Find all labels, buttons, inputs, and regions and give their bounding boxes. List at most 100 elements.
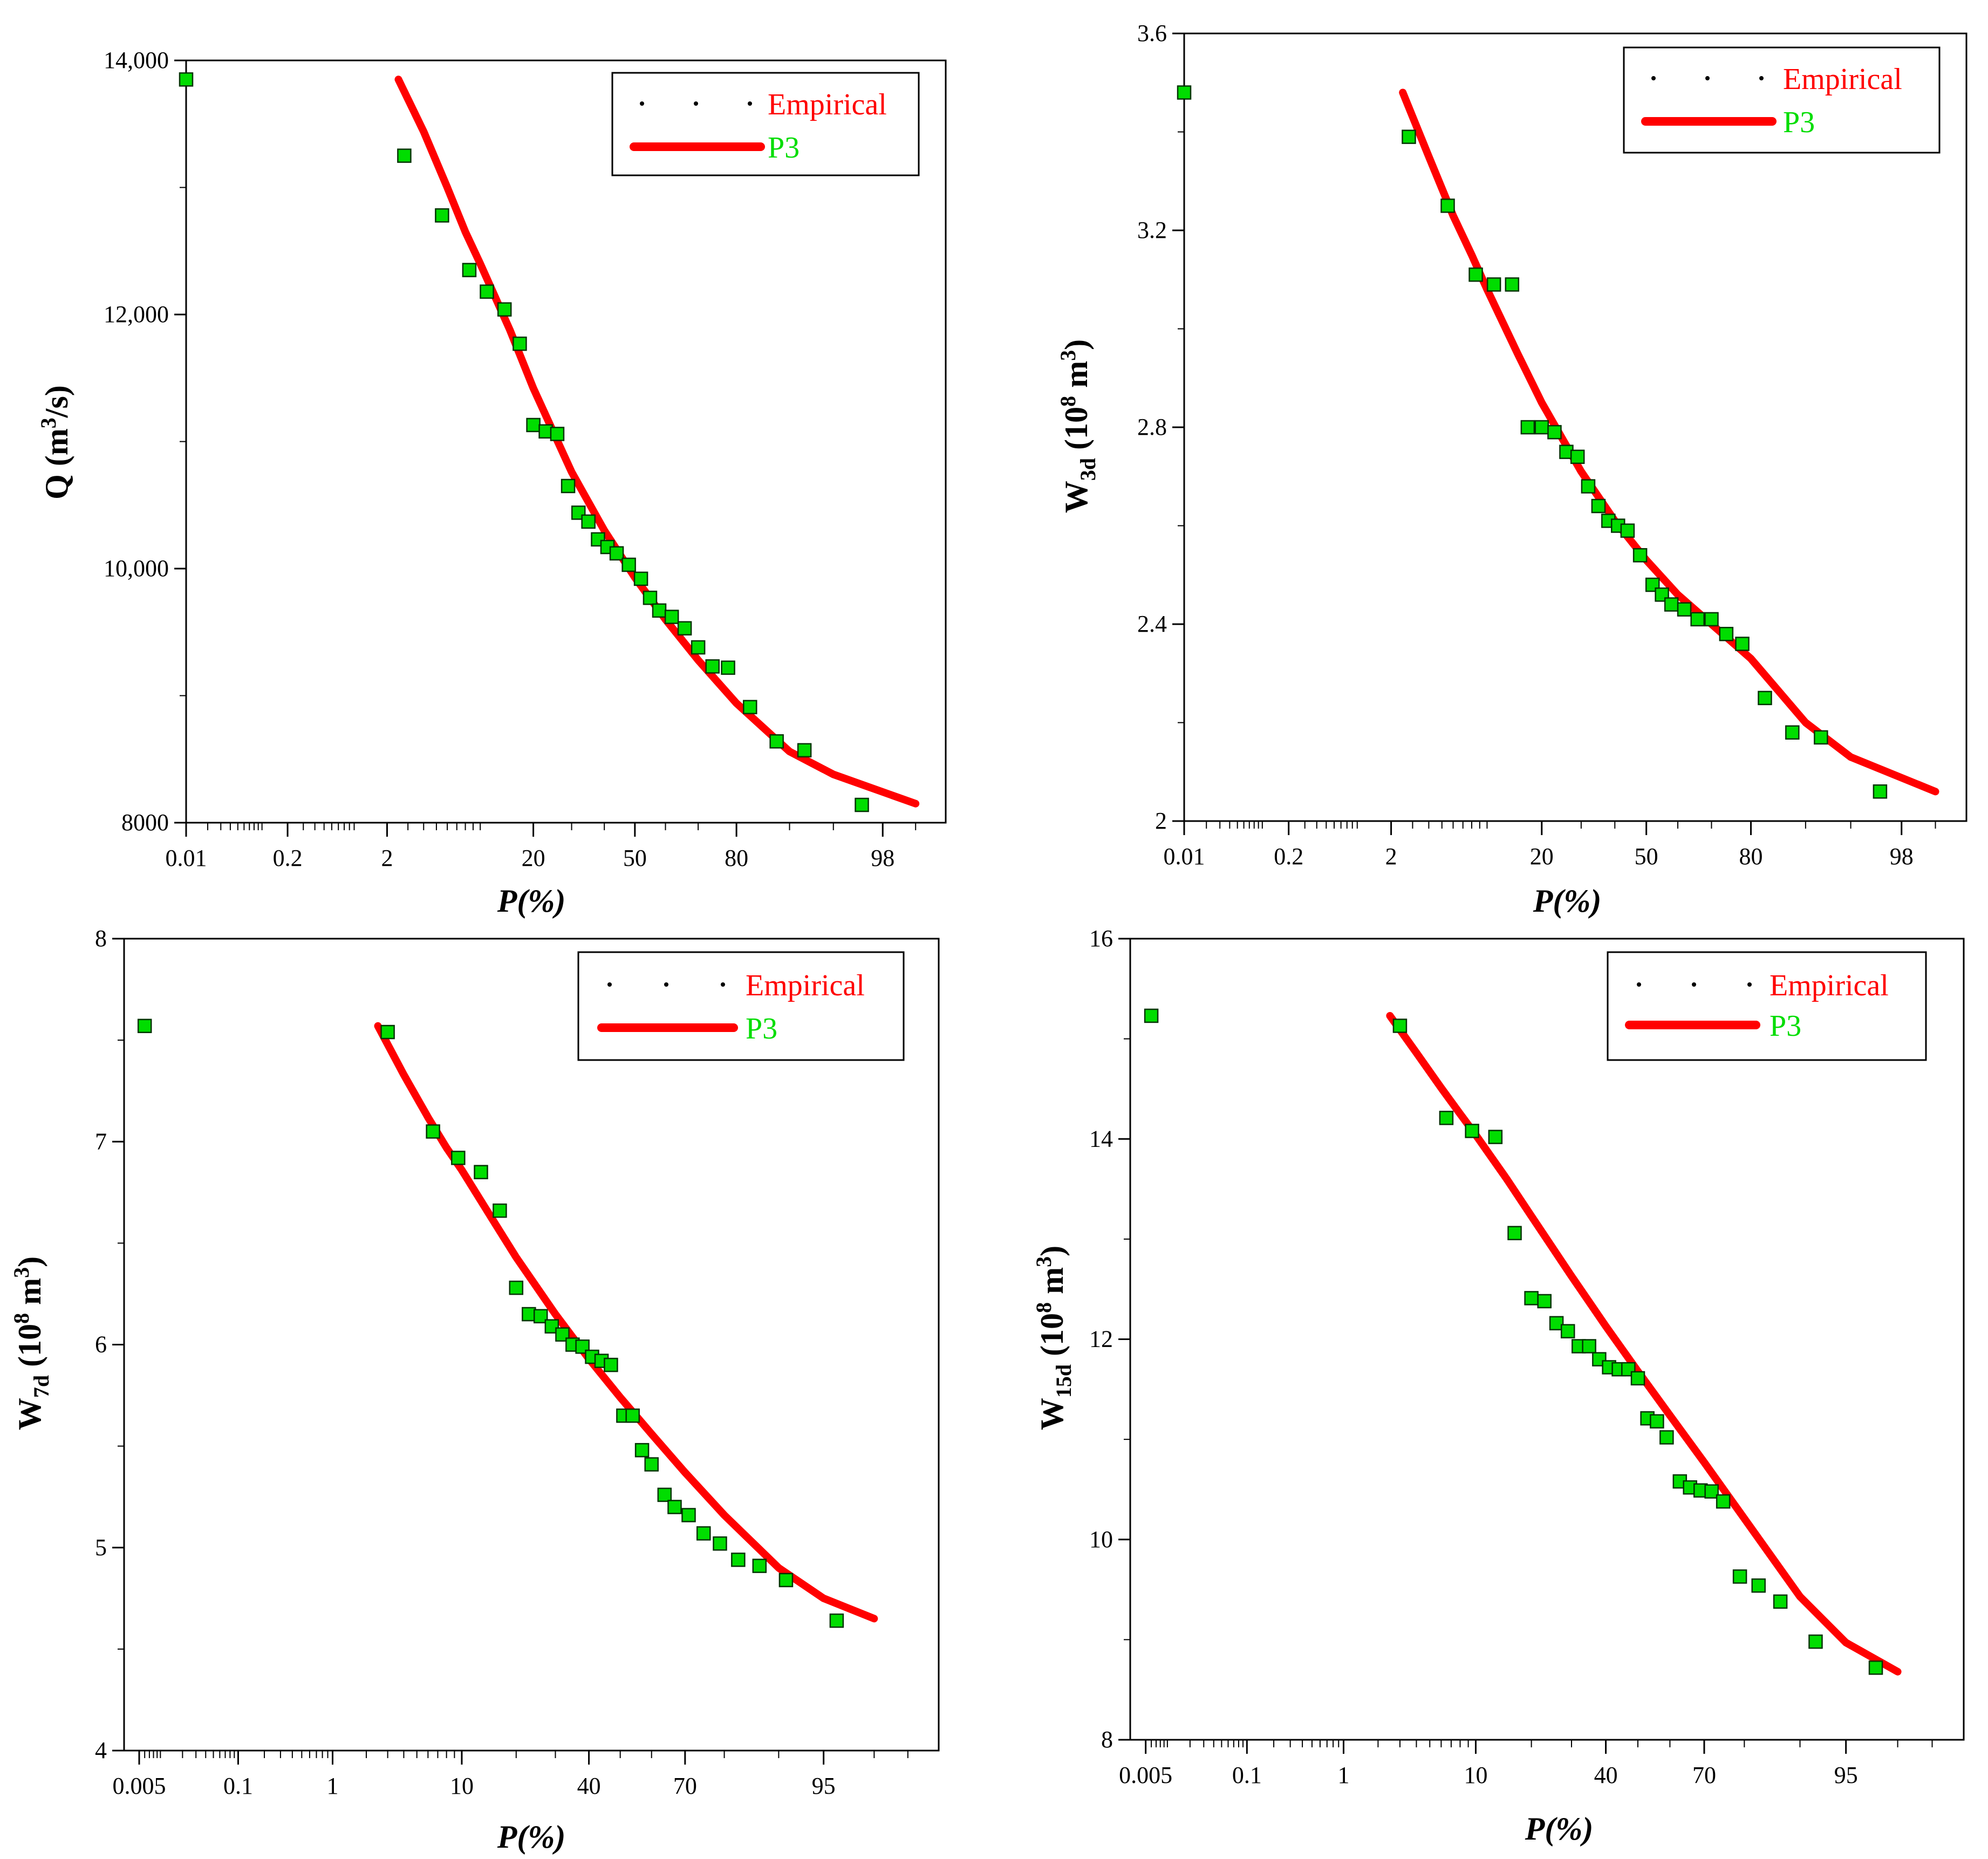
empirical-point: [633, 571, 648, 586]
x-axis-title: P(%): [1533, 883, 1602, 919]
legend-marker-dot: [1705, 76, 1710, 80]
empirical-point: [1534, 420, 1549, 435]
empirical-point: [705, 659, 720, 674]
empirical-point: [1719, 627, 1734, 641]
y-tick-label: 10: [1089, 1526, 1113, 1553]
empirical-point: [1773, 1594, 1788, 1609]
x-tick-label: 80: [1739, 843, 1763, 870]
empirical-point: [829, 1613, 844, 1628]
empirical-point: [667, 1500, 682, 1514]
empirical-point: [538, 424, 553, 439]
empirical-point: [1488, 1130, 1503, 1144]
empirical-point: [604, 1357, 618, 1372]
legend-marker-dot: [640, 101, 644, 106]
x-tick-label: 80: [725, 845, 748, 871]
empirical-point: [1814, 730, 1828, 745]
x-tick-label: 1: [327, 1773, 339, 1799]
y-tick-label: 3.6: [1137, 20, 1167, 46]
chart-panel-w15d: 0.005 0.1 1 10 40 70 95 8 10 12 14 16 P(%) W15d (10…: [1031, 925, 1965, 1847]
empirical-point: [1751, 1578, 1766, 1593]
empirical-point: [435, 208, 449, 223]
chart-panel-q: 0.01 0.2 2 20 50 80 98 8000 10,000 12,000 14,000 P…: [36, 47, 947, 919]
legend-marker-dot: [1651, 76, 1656, 80]
x-tick-label: 0.005: [113, 1773, 166, 1799]
empirical-point: [1808, 1634, 1823, 1649]
empirical-point: [743, 700, 757, 714]
legend-marker-dot: [1692, 982, 1696, 987]
empirical-point: [1632, 548, 1648, 563]
empirical-point: [1520, 420, 1535, 435]
empirical-point: [797, 743, 812, 758]
y-axis-title: W7d (108 m3): [9, 1256, 53, 1430]
empirical-point: [625, 1408, 640, 1423]
y-tick-label: 4: [95, 1737, 107, 1764]
empirical-point: [1581, 479, 1596, 494]
empirical-point: [1704, 612, 1719, 627]
x-tick-label: 0.01: [166, 845, 207, 871]
empirical-point: [696, 1526, 711, 1541]
empirical-point: [643, 590, 658, 605]
legend-label-empirical: Empirical: [768, 88, 887, 121]
empirical-point: [1486, 277, 1501, 292]
empirical-point: [1177, 85, 1192, 100]
x-tick-label: 0.1: [1232, 1762, 1262, 1788]
p3-curve: [374, 1022, 878, 1623]
empirical-point: [1732, 1569, 1747, 1584]
legend-label-empirical: Empirical: [1770, 969, 1889, 1002]
empirical-point: [1570, 449, 1585, 464]
legend-label-p3: P3: [746, 1012, 777, 1045]
empirical-point: [509, 1280, 524, 1295]
empirical-point: [522, 1307, 536, 1322]
empirical-point: [657, 1487, 672, 1502]
x-tick-label: 0.2: [273, 845, 303, 871]
empirical-point: [1664, 597, 1679, 612]
legend-box: [1623, 46, 1941, 154]
p3-curve: [1386, 1011, 1902, 1676]
legend: Empirical P3: [577, 951, 905, 1061]
legend-label-empirical: Empirical: [1783, 63, 1902, 96]
x-tick-label: 10: [1464, 1762, 1487, 1788]
legend-label-p3: P3: [1770, 1009, 1801, 1043]
empirical-point: [497, 302, 512, 317]
empirical-point: [778, 1573, 794, 1588]
empirical-point: [179, 72, 194, 87]
x-tick-label: 0.2: [1274, 843, 1303, 870]
legend: Empirical P3: [611, 72, 920, 176]
empirical-point: [1735, 637, 1750, 651]
x-tick-label: 40: [577, 1773, 601, 1799]
x-tick-label: 70: [673, 1773, 697, 1799]
legend: Empirical P3: [1607, 951, 1927, 1061]
x-tick-label: 40: [1594, 1762, 1618, 1788]
empirical-point: [1650, 1414, 1664, 1429]
empirical-point: [493, 1203, 507, 1218]
x-tick-label: 20: [522, 845, 545, 871]
legend-marker-dot: [721, 982, 725, 987]
p3-curve: [1399, 88, 1939, 796]
empirical-point: [713, 1536, 727, 1551]
x-tick-label: 0.005: [1119, 1762, 1172, 1788]
y-tick-label: 6: [95, 1331, 107, 1358]
chart-panel-w7d: 0.005 0.1 1 10 40 70 95 4 5 6 7 8 P(%) W7d (108 m3)…: [9, 925, 940, 1855]
empirical-point: [1690, 612, 1705, 627]
empirical-point: [526, 418, 541, 433]
empirical-point: [1582, 1339, 1596, 1354]
empirical-point: [426, 1124, 440, 1139]
empirical-point: [652, 603, 667, 618]
empirical-point: [1144, 1008, 1159, 1023]
y-tick-label: 2.4: [1137, 611, 1167, 637]
empirical-point: [1659, 1430, 1674, 1445]
x-tick-label: 0.01: [1164, 843, 1205, 870]
y-tick-label: 16: [1089, 925, 1113, 952]
empirical-point: [1524, 1291, 1539, 1306]
y-tick-label: 8000: [121, 809, 169, 836]
p3-curve: [394, 76, 920, 808]
x-tick-label: 95: [1834, 1762, 1858, 1788]
x-tick-label: 98: [871, 845, 894, 871]
x-tick-label: 50: [1635, 843, 1658, 870]
empirical-point: [1591, 498, 1606, 514]
y-tick-label: 2: [1155, 808, 1167, 834]
y-axis-title: W3d (108 m3): [1056, 339, 1100, 513]
y-tick-label: 14,000: [104, 47, 169, 73]
empirical-point: [1785, 725, 1800, 740]
y-tick-label: 12: [1089, 1326, 1113, 1352]
